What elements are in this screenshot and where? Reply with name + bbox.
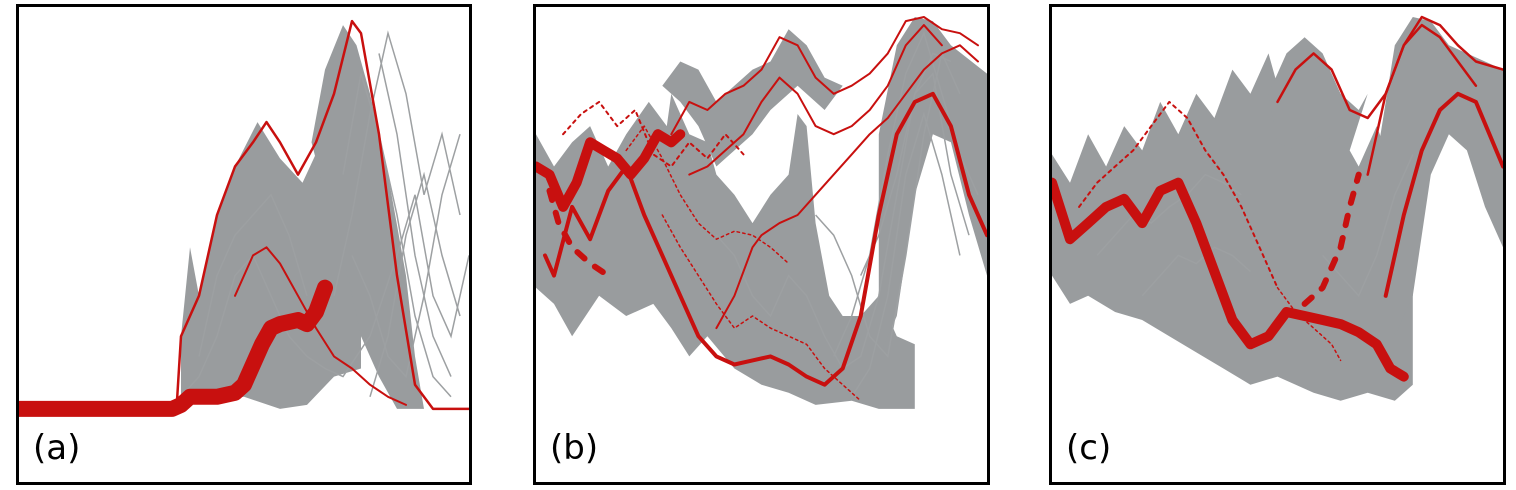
highlight-line-c-6 xyxy=(1383,91,1503,298)
highlight-line-c-4 xyxy=(1052,177,1409,382)
band-b-2 xyxy=(878,17,987,357)
highlight-line-a-2 xyxy=(19,279,333,417)
panel-b: (b) xyxy=(533,4,990,485)
highlight-line-c-3 xyxy=(1276,286,1342,362)
trace-line-a-0 xyxy=(180,194,469,398)
trace-line-b-3 xyxy=(851,111,961,398)
band-b-1 xyxy=(662,29,843,167)
highlight-line-b-0 xyxy=(670,16,979,136)
highlight-line-b-6 xyxy=(543,91,987,387)
trace-line-a-4 xyxy=(351,133,461,379)
panel-label-c: (c) xyxy=(1066,428,1112,468)
trace-line-a-2 xyxy=(342,73,452,398)
highlight-line-b-5 xyxy=(661,214,862,402)
highlight-line-b-7 xyxy=(536,129,686,212)
highlight-line-b-4 xyxy=(625,125,790,265)
trace-line-a-5 xyxy=(198,193,308,357)
trace-line-c-0 xyxy=(1096,173,1242,256)
highlight-line-a-1 xyxy=(234,246,407,406)
band-c-0 xyxy=(1052,45,1413,401)
highlight-line-a-0 xyxy=(175,19,469,411)
band-a-1 xyxy=(311,25,424,409)
panel-a: (a) xyxy=(16,4,472,485)
highlight-line-b-1 xyxy=(688,24,943,176)
chart-c xyxy=(1052,15,1503,401)
trace-line-a-1 xyxy=(333,30,461,296)
highlight-line-b-3 xyxy=(562,100,745,168)
trace-line-c-1 xyxy=(1141,246,1251,297)
chart-a xyxy=(19,19,469,417)
highlight-line-b-8 xyxy=(546,187,612,279)
highlight-line-c-5 xyxy=(1301,171,1362,307)
band-c-2 xyxy=(1376,17,1503,337)
chart-b xyxy=(536,16,987,409)
highlight-line-c-1 xyxy=(1366,23,1478,176)
trace-line-a-6 xyxy=(378,53,452,377)
highlight-line-b-2 xyxy=(715,44,979,330)
trace-line-c-2 xyxy=(1322,154,1414,298)
panel-label-b: (b) xyxy=(550,428,599,468)
trace-line-b-1 xyxy=(815,51,961,359)
panel-c: (c) xyxy=(1049,4,1506,485)
panel-label-a: (a) xyxy=(33,428,81,468)
band-c-1 xyxy=(1268,37,1368,151)
highlight-line-c-2 xyxy=(1078,100,1279,289)
